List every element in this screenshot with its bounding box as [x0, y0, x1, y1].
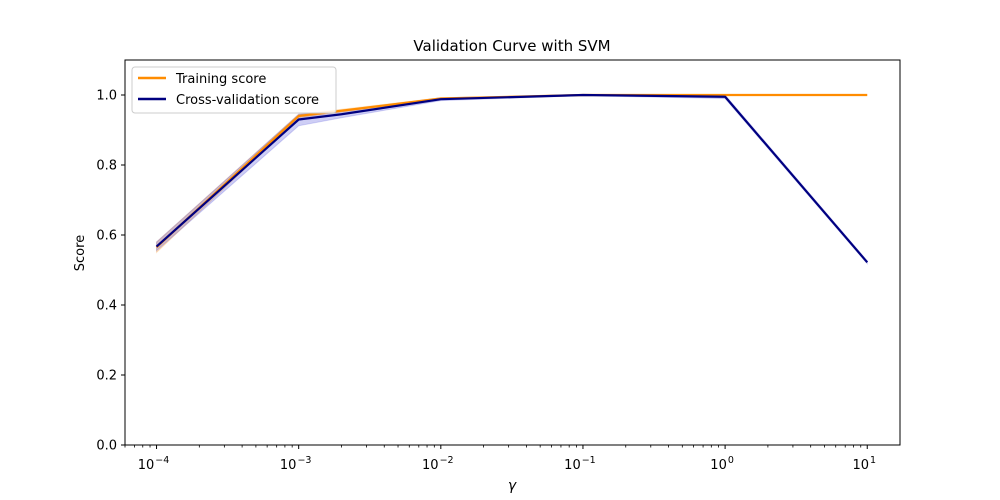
y-axis-label: Score	[73, 235, 88, 271]
x-axis: 10−4 10−3 10−2 10−1 100 101	[124, 445, 876, 473]
line-cross-validation	[155, 93, 869, 264]
legend: Training score Cross-validation score	[131, 66, 337, 114]
x-tick-label: 101	[852, 455, 876, 473]
series-lines	[155, 93, 869, 264]
y-tick-label: 0.4	[96, 299, 117, 314]
plot-area-frame	[124, 59, 901, 446]
band-cross-validation	[156, 94, 868, 266]
line-training	[155, 93, 868, 249]
x-axis-label: γ	[508, 478, 517, 494]
x-tick-label: 10−3	[280, 455, 312, 473]
legend-label-cross-validation: Cross-validation score	[176, 93, 319, 108]
band-training	[156, 94, 868, 254]
x-tick-label: 10−4	[138, 455, 170, 473]
y-tick-label: 1.0	[96, 89, 117, 104]
legend-box	[131, 66, 337, 114]
x-tick-label: 100	[710, 455, 734, 473]
y-tick-label: 0.0	[96, 439, 117, 454]
y-tick-label: 0.6	[96, 229, 117, 244]
y-axis: 0.0 0.2 0.4 0.6 0.8 1.0	[96, 89, 125, 454]
chart-title: Validation Curve with SVM	[413, 37, 610, 55]
x-tick-label: 10−2	[422, 455, 454, 473]
legend-label-training: Training score	[175, 72, 266, 87]
y-tick-label: 0.2	[96, 369, 117, 384]
error-bands	[156, 94, 868, 266]
y-tick-label: 0.8	[96, 159, 117, 174]
x-tick-label: 10−1	[564, 455, 596, 473]
